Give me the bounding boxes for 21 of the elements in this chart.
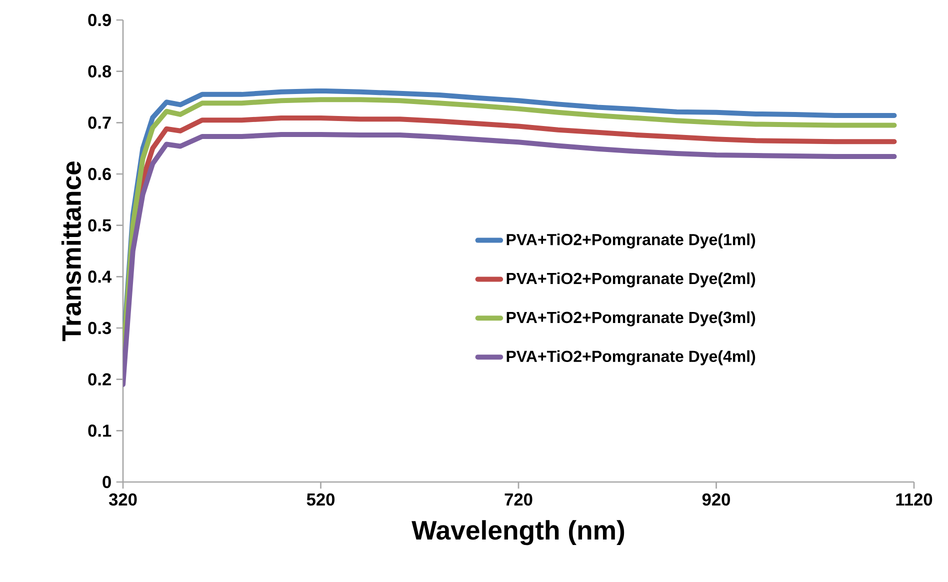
y-tick-label: 0.1 <box>88 424 112 437</box>
y-tick-label: 0.5 <box>88 219 112 232</box>
y-tick-label: 0.9 <box>88 14 111 26</box>
y-tick-label: 0.6 <box>88 168 111 180</box>
legend-label: PVA+TiO2+Pomgranate Dye(3ml) <box>506 311 756 326</box>
y-tick-label: 0.3 <box>88 322 111 334</box>
legend-label: PVA+TiO2+Pomgranate Dye(1ml) <box>506 234 756 248</box>
legend-label: PVA+TiO2+Pomgranate Dye(4ml) <box>506 350 756 366</box>
y-axis-title: Transmittance <box>61 162 82 342</box>
y-tick-label: 0 <box>102 476 111 488</box>
y-tick-label: 0.2 <box>88 373 111 386</box>
x-tick-label: 1120 <box>896 493 932 506</box>
x-tick-label: 720 <box>504 493 532 506</box>
x-tick-label: 520 <box>306 493 334 506</box>
y-tick-label: 0.4 <box>88 270 112 283</box>
x-axis-title: Wavelength (nm) <box>412 520 624 546</box>
y-tick-label: 0.7 <box>88 116 111 129</box>
y-tick-label: 0.8 <box>88 65 112 78</box>
x-tick-label: 920 <box>702 493 730 506</box>
legend-label: PVA+TiO2+Pomgranate Dye(2ml) <box>506 272 756 288</box>
x-tick-label: 320 <box>108 493 137 506</box>
